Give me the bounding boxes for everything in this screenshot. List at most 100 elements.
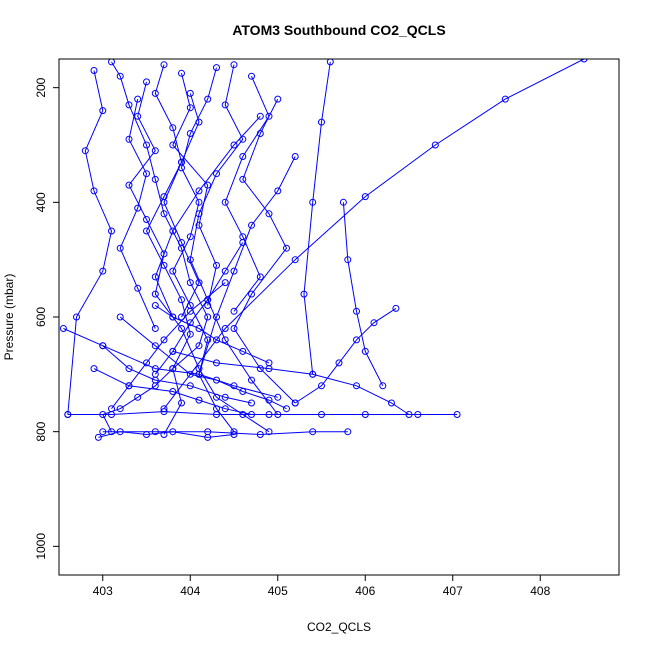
data-point: [143, 141, 150, 149]
data-point: [353, 307, 360, 315]
data-point: [178, 325, 185, 332]
data-point: [335, 359, 343, 367]
data-point: [195, 118, 203, 126]
data-point: [392, 304, 400, 312]
data-point: [221, 267, 229, 275]
x-axis: 403 404 405 406 407 408: [93, 575, 551, 598]
data-point: [265, 411, 273, 418]
data-point: [213, 261, 220, 269]
data-point: [230, 325, 238, 332]
series-7: [125, 78, 273, 436]
y-axis: 200 400 600 800 1000: [34, 77, 59, 560]
data-point: [134, 95, 142, 103]
series-9: [99, 428, 352, 438]
data-point: [239, 175, 247, 183]
series-22: [116, 313, 290, 413]
data-point: [195, 198, 203, 206]
data-point: [453, 411, 461, 418]
data-point: [230, 382, 238, 390]
data-point: [90, 187, 98, 195]
data-point: [283, 244, 290, 252]
data-point: [344, 428, 352, 436]
series-line: [154, 242, 244, 375]
data-point: [178, 69, 185, 77]
data-point: [160, 210, 168, 218]
data-point: [195, 221, 203, 229]
data-point: [143, 359, 150, 367]
data-point: [151, 325, 159, 332]
data-point: [256, 431, 264, 438]
data-point: [221, 198, 229, 206]
data-point: [370, 319, 378, 327]
series-3: [64, 67, 115, 418]
data-point: [239, 347, 247, 355]
data-point: [125, 181, 133, 189]
data-point: [221, 393, 229, 401]
data-point: [125, 101, 133, 109]
data-point: [94, 433, 102, 441]
data-point: [186, 319, 194, 327]
data-point: [143, 78, 150, 86]
data-point: [151, 302, 159, 309]
data-point: [116, 313, 124, 321]
series-line: [342, 202, 384, 387]
data-point: [186, 104, 194, 112]
data-point: [143, 216, 150, 223]
data-point: [265, 359, 273, 367]
x-tick-label: 406: [355, 584, 375, 598]
series-line: [163, 59, 585, 410]
data-point: [186, 330, 194, 338]
data-point: [204, 428, 212, 436]
series-line: [119, 98, 156, 329]
data-point: [134, 204, 142, 212]
data-point: [248, 221, 255, 229]
data-point: [344, 256, 352, 264]
x-tick-label: 405: [268, 584, 288, 598]
data-layer: [59, 59, 588, 441]
data-point: [169, 141, 177, 149]
data-point: [265, 428, 273, 436]
data-point: [361, 411, 369, 418]
series-27: [151, 302, 273, 367]
y-tick-label: 800: [34, 421, 48, 441]
series-line: [154, 115, 261, 318]
y-tick-label: 400: [34, 192, 48, 212]
data-point: [379, 382, 387, 390]
data-point: [143, 227, 150, 235]
data-point: [195, 342, 203, 350]
data-point: [248, 411, 255, 418]
series-2: [169, 64, 238, 436]
data-point: [178, 239, 185, 246]
series-line: [128, 81, 270, 433]
series-line: [303, 61, 331, 375]
data-point: [405, 411, 413, 418]
data-point: [309, 198, 317, 206]
data-point: [239, 239, 247, 246]
data-point: [195, 187, 203, 195]
data-point: [318, 411, 325, 418]
data-point: [178, 399, 185, 407]
data-point: [134, 284, 142, 292]
data-point: [501, 95, 509, 103]
series-14: [339, 198, 387, 390]
data-point: [151, 370, 159, 378]
data-point: [134, 112, 142, 120]
data-point: [99, 107, 107, 115]
data-point: [125, 365, 133, 373]
data-point: [169, 227, 177, 235]
x-tick-label: 404: [180, 584, 200, 598]
data-point: [248, 290, 255, 298]
data-point: [90, 67, 98, 74]
data-point: [178, 158, 185, 166]
data-point: [151, 147, 159, 155]
series-line: [67, 70, 113, 415]
data-point: [151, 428, 159, 436]
data-point: [274, 95, 282, 103]
data-point: [134, 393, 142, 401]
data-point: [230, 307, 238, 315]
data-point: [204, 181, 212, 189]
data-point: [265, 112, 273, 120]
x-tick-label: 408: [530, 584, 550, 598]
data-point: [580, 59, 588, 63]
series-line: [145, 64, 191, 435]
